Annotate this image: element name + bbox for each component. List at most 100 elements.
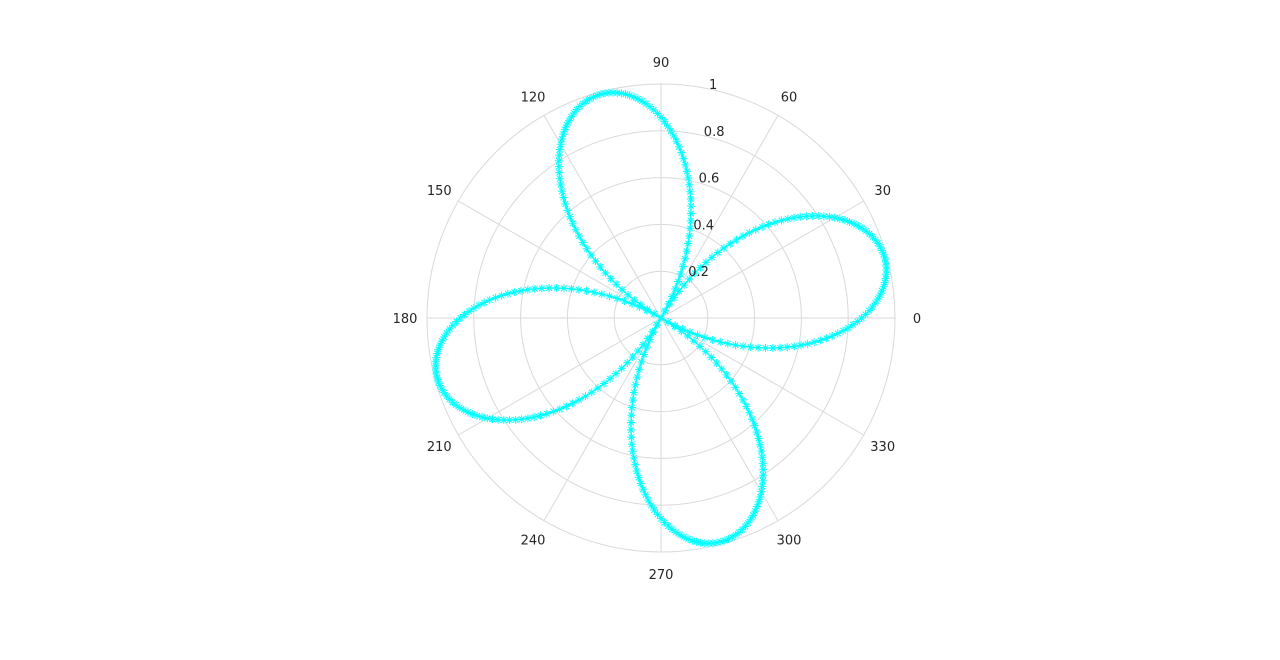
star-marker xyxy=(678,262,687,271)
star-marker xyxy=(627,433,636,442)
star-marker xyxy=(590,288,599,297)
angle-tick-label-330: 330 xyxy=(870,440,895,455)
star-marker xyxy=(465,307,474,316)
star-marker xyxy=(549,407,558,416)
star-marker xyxy=(650,505,659,514)
star-marker xyxy=(647,501,656,510)
star-marker xyxy=(854,222,863,231)
star-marker xyxy=(545,284,554,293)
star-marker xyxy=(675,530,684,539)
star-marker xyxy=(635,365,644,374)
star-marker xyxy=(653,321,662,330)
star-marker xyxy=(768,343,777,352)
star-marker xyxy=(562,402,571,411)
star-marker xyxy=(751,225,760,234)
star-marker xyxy=(764,220,773,229)
star-marker xyxy=(731,341,740,350)
star-marker xyxy=(628,352,637,361)
star-marker xyxy=(696,263,705,272)
star-marker xyxy=(575,232,584,241)
radial-tick-label-4: 1 xyxy=(709,78,717,93)
star-marker xyxy=(756,440,765,449)
star-marker xyxy=(748,511,757,520)
star-marker xyxy=(686,187,695,196)
star-marker xyxy=(565,212,574,221)
star-marker xyxy=(754,343,763,352)
star-marker xyxy=(830,213,839,222)
star-marker xyxy=(571,225,580,234)
star-marker xyxy=(591,257,600,266)
star-marker xyxy=(758,459,767,468)
star-marker xyxy=(634,473,643,482)
star-marker xyxy=(649,310,658,319)
star-marker xyxy=(696,538,705,547)
star-marker xyxy=(557,135,566,144)
angle-tick-label-240: 240 xyxy=(521,534,546,549)
star-marker xyxy=(628,447,637,456)
star-marker xyxy=(695,342,704,351)
star-marker xyxy=(510,288,519,297)
star-marker xyxy=(708,335,717,344)
star-marker xyxy=(857,314,866,322)
star-marker xyxy=(567,284,576,293)
star-marker xyxy=(633,346,642,355)
star-marker xyxy=(871,235,880,244)
star-marker xyxy=(686,224,695,233)
star-marker xyxy=(557,187,566,196)
star-marker xyxy=(601,268,610,277)
star-marker xyxy=(555,145,564,154)
star-marker xyxy=(556,180,565,189)
angle-tick-label-300: 300 xyxy=(777,534,802,549)
star-marker xyxy=(582,244,591,253)
angle-tick-label-90: 90 xyxy=(653,56,670,71)
star-marker xyxy=(627,418,636,427)
star-marker xyxy=(473,411,482,420)
star-marker xyxy=(707,253,716,262)
star-marker xyxy=(844,323,853,332)
star-marker xyxy=(745,408,754,417)
star-marker xyxy=(741,522,750,531)
star-marker xyxy=(707,353,716,362)
star-marker xyxy=(561,199,570,208)
star-marker xyxy=(882,262,891,271)
star-marker xyxy=(746,343,755,352)
radial-tick-label-0: 0.2 xyxy=(688,265,709,280)
star-marker xyxy=(649,328,658,337)
star-marker xyxy=(660,117,669,126)
star-marker xyxy=(685,328,694,337)
star-marker xyxy=(552,284,561,293)
star-marker xyxy=(633,373,642,382)
star-marker xyxy=(754,497,763,506)
star-marker xyxy=(620,296,629,305)
star-marker xyxy=(611,369,620,378)
star-marker xyxy=(739,342,748,351)
radial-tick-label-1: 0.4 xyxy=(693,218,714,233)
star-marker xyxy=(816,336,825,345)
star-marker xyxy=(517,415,526,424)
star-marker xyxy=(629,388,638,397)
star-marker xyxy=(627,440,636,449)
star-marker xyxy=(667,292,676,301)
star-marker xyxy=(881,274,890,283)
star-marker xyxy=(542,409,551,418)
axis-labels: 0 30 60 90 120 150 180 210 240 270 300 330 0.2 0.4 0.6… xyxy=(393,56,922,583)
angle-tick-label-0: 0 xyxy=(913,312,921,327)
star-marker xyxy=(689,337,698,346)
star-marker xyxy=(680,254,689,263)
star-marker xyxy=(587,388,596,397)
star-marker xyxy=(606,374,615,383)
star-marker xyxy=(440,332,449,341)
star-marker xyxy=(629,454,638,463)
star-marker xyxy=(684,173,693,182)
star-marker xyxy=(726,239,735,248)
star-marker xyxy=(776,343,785,352)
star-marker xyxy=(686,202,695,211)
star-marker xyxy=(814,211,823,220)
star-marker xyxy=(657,314,665,322)
star-marker xyxy=(745,228,754,237)
star-marker xyxy=(523,414,532,423)
star-marker xyxy=(701,347,710,356)
star-marker xyxy=(750,421,759,430)
angle-tick-label-30: 30 xyxy=(874,184,891,199)
